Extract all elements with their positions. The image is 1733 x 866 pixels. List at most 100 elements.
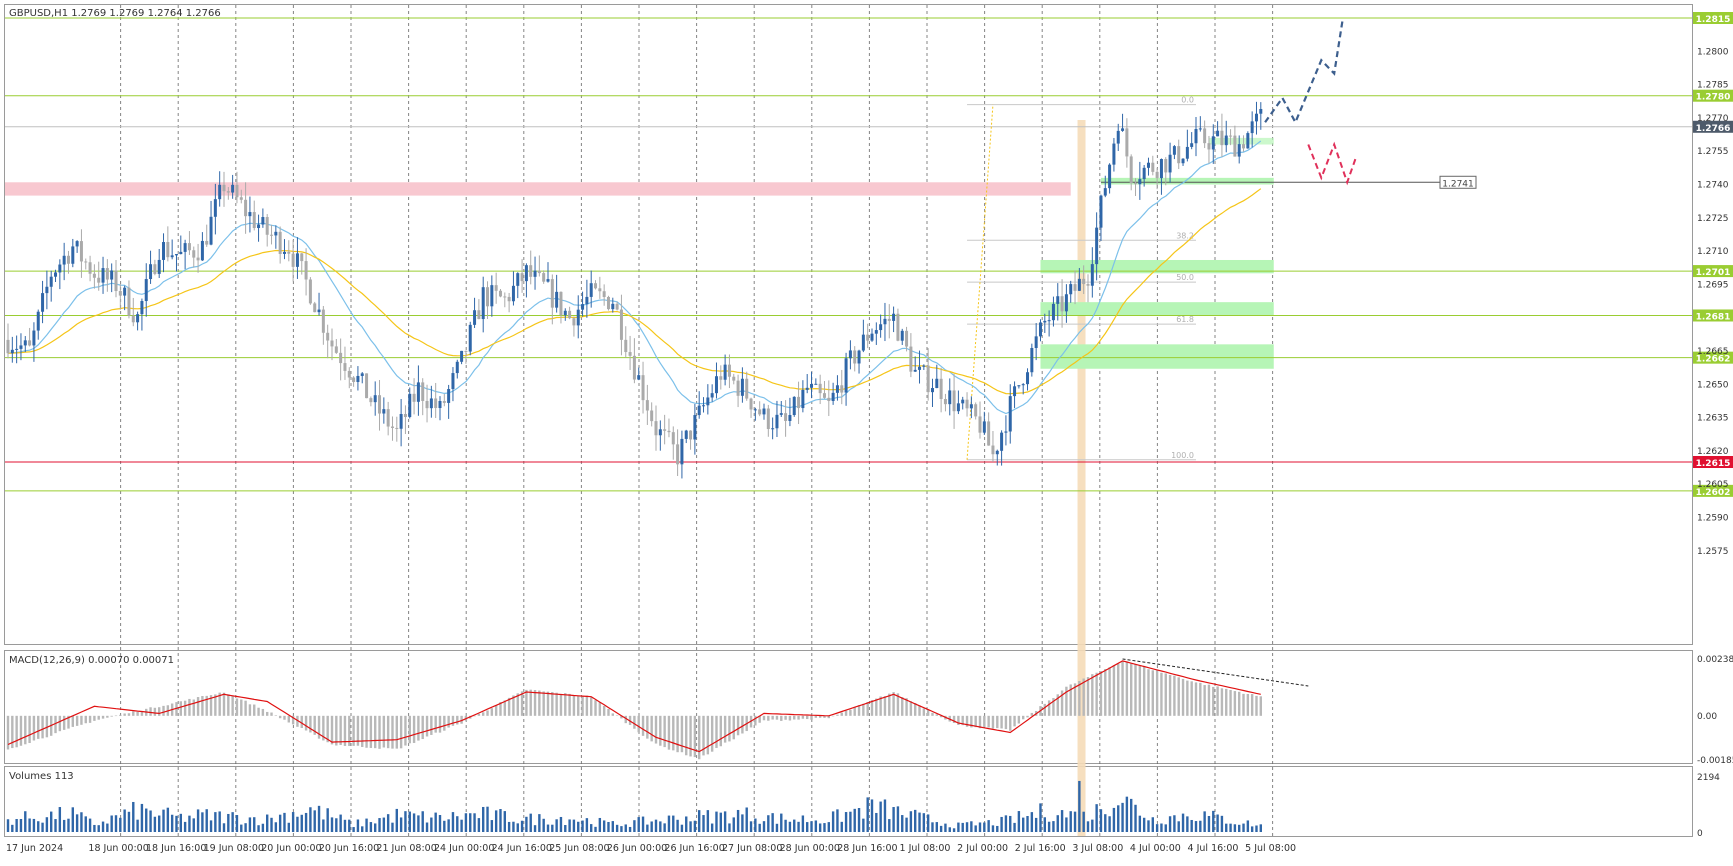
candle-body (179, 251, 183, 255)
volume-bar (948, 827, 951, 832)
macd-histogram-bar (564, 693, 567, 716)
candle-body (624, 339, 628, 353)
volume-bar (615, 824, 619, 832)
candle-body (231, 184, 235, 193)
macd-histogram-bar (529, 689, 532, 716)
macd-histogram-bar (663, 715, 666, 748)
macd-histogram-bar (231, 695, 234, 716)
volume-bar (706, 810, 710, 832)
macd-histogram-bar (369, 715, 373, 748)
volume-bar (758, 823, 761, 832)
volume-y-tick-label: 0 (1697, 829, 1703, 839)
macd-histogram-bar (1026, 715, 1029, 718)
macd-histogram-bar (1060, 690, 1064, 716)
volume-bar (693, 820, 697, 832)
candle-body (663, 429, 667, 431)
volume-bar (443, 820, 446, 832)
candle-body (710, 393, 714, 398)
macd-histogram-bar (1104, 668, 1107, 716)
volume-bar (689, 821, 692, 832)
volume-bar (1220, 815, 1224, 832)
macd-histogram-bar (555, 692, 558, 716)
macd-histogram-bar (650, 715, 653, 742)
candle-body (697, 405, 701, 416)
candle-body (537, 270, 541, 274)
macd-histogram-bar (849, 709, 852, 716)
macd-histogram-bar (451, 715, 455, 726)
macd-histogram-bar (317, 715, 321, 739)
volume-bar (857, 807, 861, 832)
candle-body (1146, 162, 1150, 168)
volume-bar (158, 815, 161, 832)
candle-body (412, 393, 416, 402)
volume-bar (654, 819, 658, 832)
candle-body (153, 264, 157, 274)
x-tick-label: 28 Jun 16:00 (837, 843, 897, 854)
candle-body (1060, 296, 1064, 312)
volume-bar (710, 823, 714, 832)
macd-histogram-bar (922, 708, 926, 716)
macd-histogram-bar (978, 715, 982, 729)
forecast-down-path (1307, 141, 1357, 186)
volume-bar (1030, 812, 1034, 832)
candle-body (758, 409, 762, 415)
macd-histogram-bar (45, 715, 49, 738)
macd-histogram-bar (97, 715, 100, 720)
candle-body (1246, 133, 1250, 149)
macd-histogram-bar (788, 715, 792, 721)
ma-fast-line (7, 140, 1262, 415)
macd-histogram-bar (1043, 703, 1046, 716)
candle-body (166, 242, 170, 258)
macd-histogram-bar (1190, 681, 1193, 716)
candle-body (395, 427, 399, 429)
macd-histogram-bar (1047, 700, 1051, 716)
macd-histogram-bar (434, 715, 437, 733)
macd-histogram-bar (287, 715, 290, 723)
volume-bar (939, 825, 943, 832)
candle-body (1099, 195, 1103, 228)
macd-histogram-bar (1013, 715, 1016, 727)
macd-histogram-bar (1056, 694, 1059, 716)
candle-body (136, 314, 140, 323)
volume-bar (482, 806, 485, 832)
volume-bar (909, 811, 913, 832)
macd-histogram-bar (447, 715, 450, 728)
volume-bar (317, 805, 321, 832)
macd-histogram-bar (32, 715, 36, 741)
candle-body (848, 350, 852, 359)
volume-bar (538, 814, 541, 832)
price-level-label: 1.2662 (1696, 355, 1731, 365)
candle-body (1151, 162, 1155, 172)
x-tick-label: 2 Jul 16:00 (1015, 843, 1066, 854)
candle-body (913, 369, 917, 372)
candle-body (1172, 146, 1176, 155)
volume-bar (1259, 824, 1262, 832)
volume-bar (650, 821, 653, 832)
macd-histogram-bar (183, 700, 187, 716)
macd-histogram-bar (568, 693, 571, 716)
volume-bar (1004, 815, 1008, 832)
macd-histogram-bar (1009, 715, 1012, 731)
volume-bar (978, 822, 982, 832)
candle-body (110, 270, 114, 280)
volume-bar (1069, 811, 1072, 832)
candle-body (382, 409, 386, 414)
macd-histogram-bar (693, 715, 697, 758)
macd-histogram-bar (1155, 670, 1159, 716)
candle-body (1185, 146, 1189, 159)
macd-histogram-bar (257, 707, 260, 716)
candle-body (1008, 396, 1012, 432)
support-zone (1040, 302, 1274, 316)
volume-bar (300, 814, 303, 832)
macd-histogram-bar (421, 715, 424, 740)
volume-bar (1233, 824, 1237, 832)
candle-body (987, 421, 991, 446)
candle-body (896, 313, 900, 341)
candle-body (1190, 143, 1194, 147)
candle-body (529, 265, 533, 277)
volume-bar (572, 819, 576, 832)
volume-bar (1151, 817, 1154, 832)
y-tick-label: 1.2695 (1697, 280, 1729, 290)
volume-bar (93, 824, 96, 832)
macd-histogram-bar (296, 715, 299, 727)
